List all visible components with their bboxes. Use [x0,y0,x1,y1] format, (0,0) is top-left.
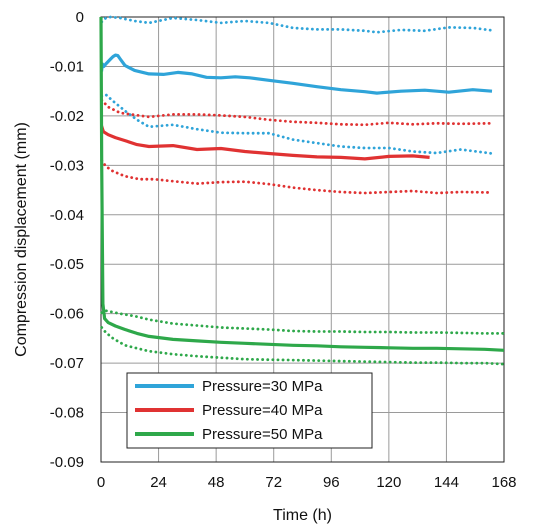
y-tick-label: -0.05 [50,256,84,273]
series-line-pressure-40-mpa-upper-bound [100,98,494,127]
series-line-pressure-50-mpa [99,16,505,352]
series-line-pressure-30-mpa-lower-bound [100,93,494,155]
y-tick-label: -0.09 [50,454,84,471]
y-tick-label: -0.08 [50,405,84,422]
legend: Pressure=30 MPa Pressure=40 MPa Pressure=5… [126,372,373,449]
x-tick-label: 24 [150,474,167,491]
series-line-pressure-50-mpa-upper-bound [100,309,506,335]
y-tick-label: 0 [76,9,84,26]
y-tick-labels: 0 -0.01 -0.02 -0.03 -0.04 -0.05 -0.06 -0.07 -0.0… [50,9,84,471]
y-tick-label: -0.03 [50,157,84,174]
x-tick-label: 120 [376,474,401,491]
y-tick-label: -0.01 [50,58,84,75]
legend-label: Pressure=30 MPa [202,378,323,395]
x-tick-label: 168 [491,474,516,491]
series-line-pressure-50-mpa-lower-bound [100,326,506,366]
series-line-pressure-30-mpa-upper-bound [100,15,494,34]
y-tick-label: -0.02 [50,108,84,125]
x-tick-label: 144 [434,474,459,491]
y-tick-label: -0.04 [50,207,84,224]
x-tick-label: 0 [97,474,105,491]
x-tick-label: 72 [265,474,282,491]
legend-label: Pressure=50 MPa [202,426,323,443]
x-axis-title: Time (h) [273,507,332,524]
series-line-pressure-40-mpa [99,125,430,161]
legend-label: Pressure=40 MPa [202,402,323,419]
x-tick-labels: 0 24 48 72 96 120 144 168 [97,474,517,491]
y-tick-label: -0.06 [50,306,84,323]
x-tick-label: 96 [323,474,340,491]
x-tick-label: 48 [208,474,225,491]
series-line-pressure-40-mpa-lower-bound [100,158,494,195]
y-axis-title: Compression displacement (mm) [13,122,30,357]
series-layer [99,15,506,366]
y-tick-label: -0.07 [50,355,84,372]
series-line-pressure-30-mpa [99,53,493,95]
